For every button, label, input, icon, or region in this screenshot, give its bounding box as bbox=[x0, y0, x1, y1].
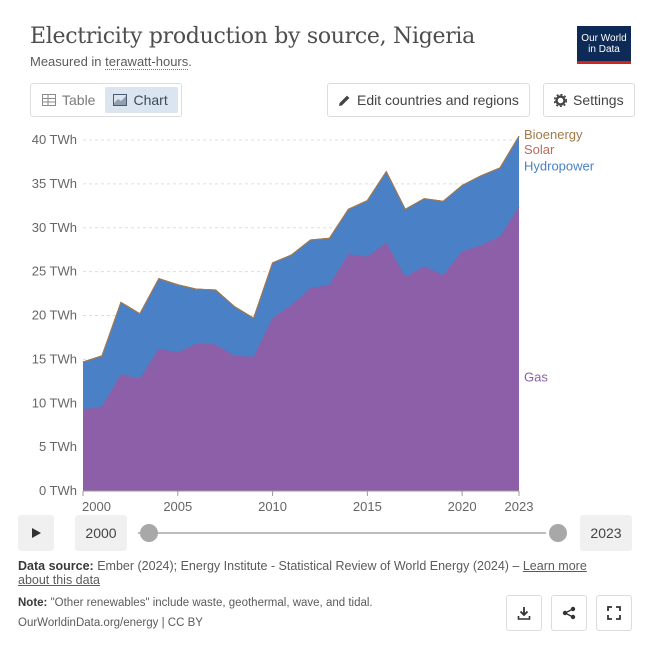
chart-note: Note: "Other renewables" include waste, … bbox=[18, 597, 373, 609]
subtitle-suffix: . bbox=[188, 54, 192, 69]
x-tick-label: 2020 bbox=[448, 499, 477, 514]
y-tick-label: 20 TWh bbox=[32, 308, 77, 323]
settings-label: Settings bbox=[573, 92, 624, 108]
note-text: "Other renewables" include waste, geothe… bbox=[47, 597, 373, 609]
chart-subtitle: Measured in terawatt-hours. bbox=[30, 54, 192, 70]
area-chart-icon bbox=[113, 94, 128, 106]
share-button[interactable] bbox=[551, 595, 587, 631]
x-tick-label: 2015 bbox=[353, 499, 382, 514]
y-tick-label: 15 TWh bbox=[32, 351, 77, 366]
legend-label-bioenergy[interactable]: Bioenergy bbox=[524, 127, 583, 142]
legend-label-hydropower[interactable]: Hydropower bbox=[524, 159, 595, 174]
play-icon bbox=[32, 528, 41, 538]
note-label: Note: bbox=[18, 597, 48, 609]
source-label: Data source: bbox=[18, 559, 94, 573]
area-series-gas[interactable] bbox=[83, 206, 519, 491]
y-tick-label: 25 TWh bbox=[32, 264, 77, 279]
share-icon bbox=[562, 606, 576, 620]
legend-label-solar[interactable]: Solar bbox=[524, 142, 555, 157]
y-tick-label: 40 TWh bbox=[32, 132, 77, 147]
area-chart: 0 TWh 5 TWh 10 TWh 15 TWh 20 TWh 25 TWh 30 TWh… bbox=[32, 127, 595, 514]
fullscreen-icon bbox=[607, 606, 621, 620]
timeline-track[interactable] bbox=[138, 532, 546, 534]
tab-table[interactable]: Table bbox=[34, 87, 105, 113]
download-button[interactable] bbox=[506, 595, 542, 631]
area-series-hydropower[interactable] bbox=[83, 136, 519, 410]
settings-button[interactable]: Settings bbox=[543, 83, 635, 117]
legend-label-gas[interactable]: Gas bbox=[524, 369, 548, 384]
fullscreen-button[interactable] bbox=[596, 595, 632, 631]
x-tick-label: 2010 bbox=[258, 499, 287, 514]
subtitle-prefix: Measured in bbox=[30, 54, 106, 69]
logo-line-1: Our World bbox=[581, 33, 627, 44]
tab-chart[interactable]: Chart bbox=[105, 87, 178, 113]
owid-logo[interactable]: Our World in Data bbox=[577, 26, 631, 64]
unit-link[interactable]: terawatt-hours bbox=[105, 54, 189, 70]
gear-icon bbox=[554, 93, 567, 107]
start-year-box[interactable]: 2000 bbox=[75, 515, 127, 551]
edit-countries-button[interactable]: Edit countries and regions bbox=[327, 83, 530, 117]
chart-card: Electricity production by source, Nigeri… bbox=[12, 6, 648, 646]
table-icon bbox=[42, 94, 56, 106]
tab-table-label: Table bbox=[62, 92, 96, 108]
y-tick-label: 10 TWh bbox=[32, 395, 77, 410]
area-outline-bioenergy bbox=[82, 135, 520, 363]
pencil-icon bbox=[339, 95, 350, 106]
timeline-start-handle[interactable] bbox=[140, 524, 158, 542]
view-toggle: Table Chart bbox=[30, 83, 182, 117]
x-tick-label: 2023 bbox=[505, 499, 534, 514]
y-tick-label: 0 TWh bbox=[39, 483, 77, 498]
edit-countries-label: Edit countries and regions bbox=[357, 92, 519, 108]
tab-chart-label: Chart bbox=[133, 92, 168, 108]
chart-title: Electricity production by source, Nigeri… bbox=[30, 24, 475, 49]
y-tick-label: 35 TWh bbox=[32, 176, 77, 191]
credit-line[interactable]: OurWorldinData.org/energy | CC BY bbox=[18, 617, 203, 629]
download-icon bbox=[517, 607, 531, 620]
source-text: Ember (2024); Energy Institute - Statist… bbox=[93, 559, 523, 573]
y-tick-label: 30 TWh bbox=[32, 220, 77, 235]
data-source: Data source: Ember (2024); Energy Instit… bbox=[18, 559, 618, 587]
end-year-box[interactable]: 2023 bbox=[580, 515, 632, 551]
x-tick-label: 2000 bbox=[82, 499, 111, 514]
y-tick-label: 5 TWh bbox=[39, 439, 77, 454]
logo-line-2: in Data bbox=[588, 44, 620, 55]
play-button[interactable] bbox=[18, 515, 54, 551]
x-tick-label: 2005 bbox=[163, 499, 192, 514]
learn-more-link[interactable]: Learn more about this data bbox=[18, 559, 587, 587]
timeline-end-handle[interactable] bbox=[549, 524, 567, 542]
